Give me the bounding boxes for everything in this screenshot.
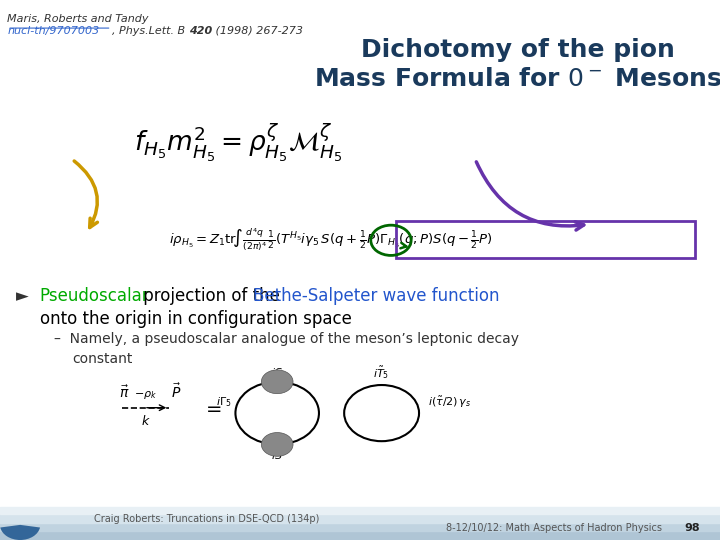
Text: $f_{H_5} m^2_{H_5} = \rho^{\zeta}_{H_5} \mathcal{M}^{\zeta}_{H_5}$: $f_{H_5} m^2_{H_5} = \rho^{\zeta}_{H_5} … bbox=[133, 122, 342, 164]
Text: 8-12/10/12: Math Aspects of Hadron Physics: 8-12/10/12: Math Aspects of Hadron Physi… bbox=[446, 523, 662, 533]
FancyArrowPatch shape bbox=[477, 162, 584, 230]
Text: $i\rho_{H_5} = Z_1\mathrm{tr}\!\int \frac{d^4q}{(2\pi)^4}\frac{1}{2}(T^{H_5}i\ga: $i\rho_{H_5} = Z_1\mathrm{tr}\!\int \fra… bbox=[169, 227, 493, 254]
Text: 98: 98 bbox=[684, 523, 700, 533]
Text: , Phys.Lett. B: , Phys.Lett. B bbox=[112, 26, 185, 36]
Text: Maris, Roberts and Tandy: Maris, Roberts and Tandy bbox=[7, 14, 149, 24]
Text: $iS$: $iS$ bbox=[271, 366, 283, 378]
Circle shape bbox=[261, 433, 293, 456]
Text: $iS$: $iS$ bbox=[271, 449, 283, 461]
Text: 420: 420 bbox=[189, 26, 212, 36]
Wedge shape bbox=[0, 525, 40, 540]
Polygon shape bbox=[288, 0, 720, 70]
Bar bbox=[0, 514, 720, 523]
Text: $i(\tilde{\tau}/2)\,\gamma_s$: $i(\tilde{\tau}/2)\,\gamma_s$ bbox=[428, 395, 472, 410]
Text: $\vec{P}$: $\vec{P}$ bbox=[171, 382, 181, 401]
Text: Bethe-Salpeter wave function: Bethe-Salpeter wave function bbox=[253, 287, 500, 305]
Text: constant: constant bbox=[72, 352, 132, 366]
Text: $i\tilde{T}_5$: $i\tilde{T}_5$ bbox=[374, 364, 390, 381]
Text: Pseudoscalar: Pseudoscalar bbox=[40, 287, 149, 305]
Text: –  Namely, a pseudoscalar analogue of the meson’s leptonic decay: – Namely, a pseudoscalar analogue of the… bbox=[54, 332, 519, 346]
Text: $i\Gamma_5$: $i\Gamma_5$ bbox=[216, 395, 232, 409]
Bar bbox=[0, 523, 720, 531]
Text: $\vec{\pi}$: $\vec{\pi}$ bbox=[120, 384, 130, 401]
FancyArrowPatch shape bbox=[74, 161, 97, 227]
Text: Craig Roberts: Truncations in DSE-QCD (134p): Craig Roberts: Truncations in DSE-QCD (1… bbox=[94, 515, 319, 524]
Text: onto the origin in configuration space: onto the origin in configuration space bbox=[40, 310, 351, 328]
Text: projection of the: projection of the bbox=[138, 287, 285, 305]
Text: nucl-th/9707003: nucl-th/9707003 bbox=[7, 26, 99, 36]
Text: Dichotomy of the pion
Mass Formula for $0^-$ Mesons: Dichotomy of the pion Mass Formula for $… bbox=[315, 38, 720, 91]
Text: $=$: $=$ bbox=[202, 398, 222, 417]
Bar bbox=[0, 507, 720, 514]
Circle shape bbox=[261, 370, 293, 394]
Text: ►: ► bbox=[16, 287, 29, 305]
FancyArrowPatch shape bbox=[400, 243, 406, 248]
Text: $-\rho_k$: $-\rho_k$ bbox=[134, 389, 157, 401]
Text: $k$: $k$ bbox=[140, 414, 150, 428]
Bar bbox=[0, 531, 720, 540]
Text: (1998) 267-273: (1998) 267-273 bbox=[212, 26, 303, 36]
